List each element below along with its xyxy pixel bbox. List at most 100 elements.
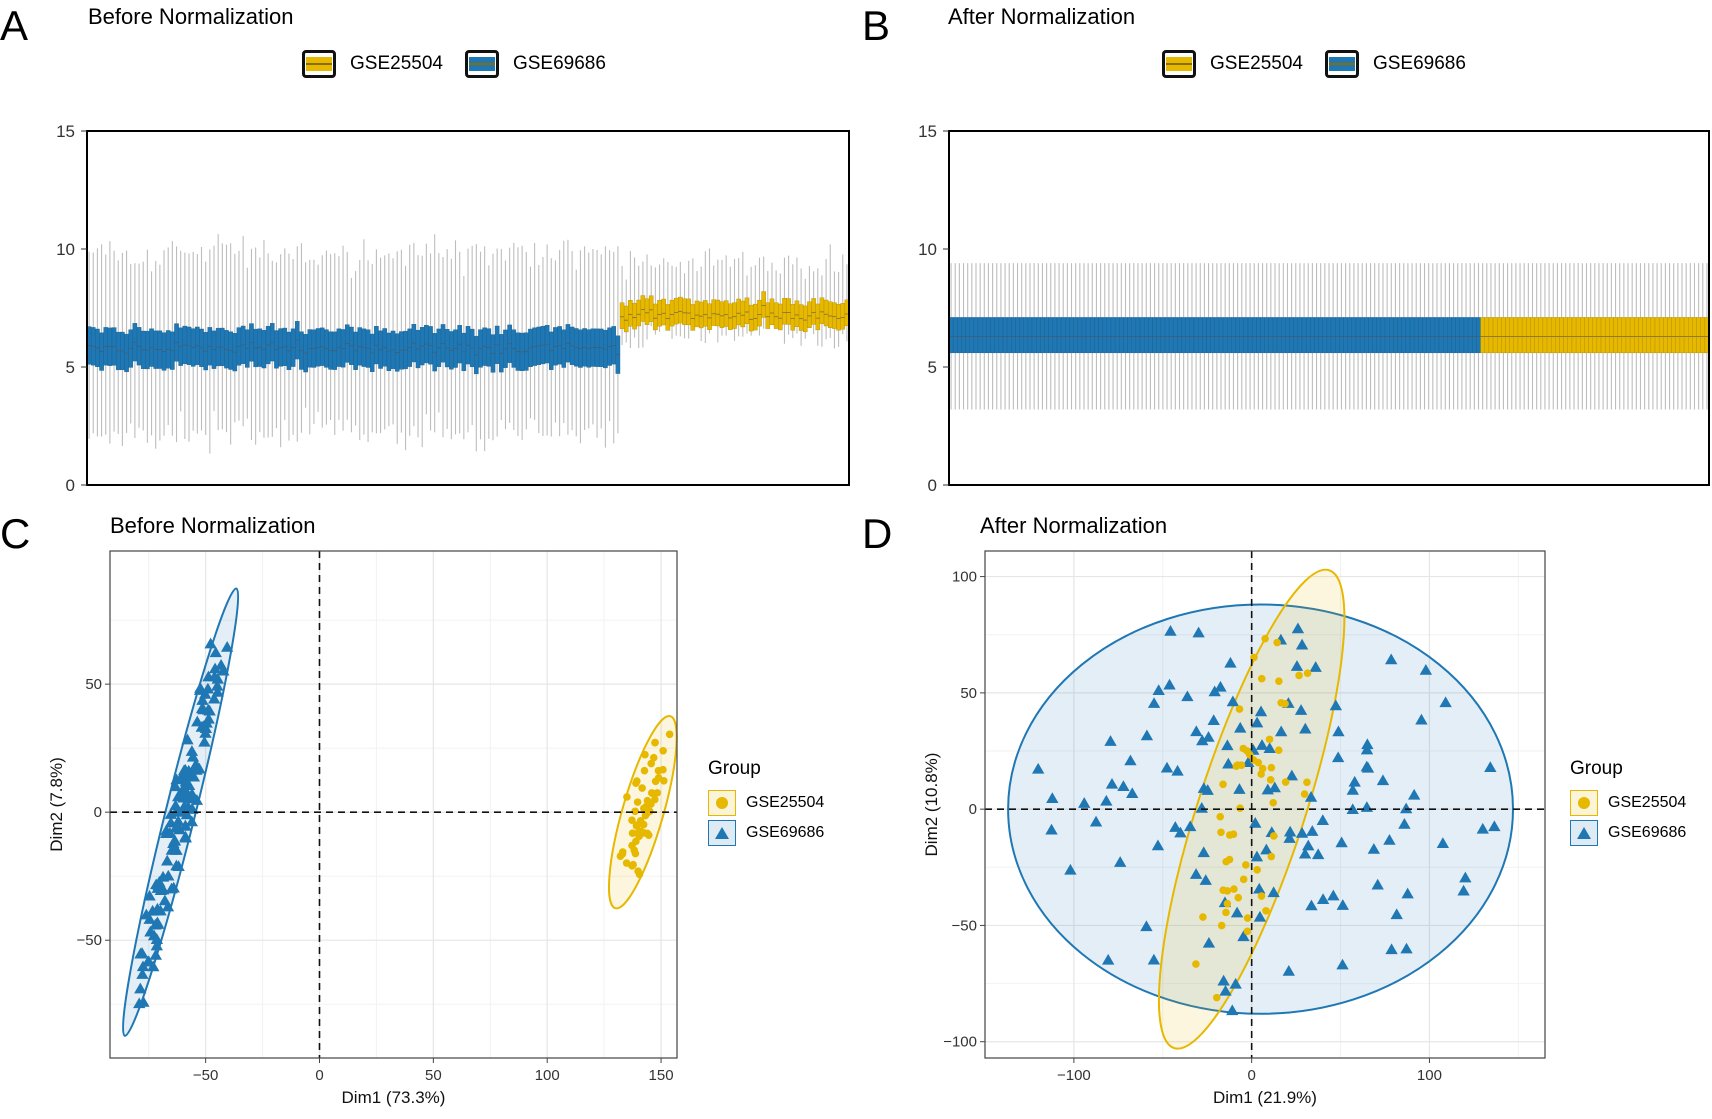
box — [1463, 317, 1469, 354]
box — [1688, 317, 1693, 354]
box — [1222, 317, 1228, 354]
point-gse69686 — [1457, 884, 1470, 896]
box — [1173, 317, 1178, 354]
point-gse69686 — [140, 908, 153, 920]
y-tick-label: 15 — [918, 122, 937, 141]
point-gse69686 — [137, 995, 150, 1007]
point-gse69686 — [1327, 889, 1340, 901]
box — [1679, 317, 1685, 354]
box — [811, 298, 816, 325]
box — [757, 299, 762, 327]
point-gse69686 — [1208, 685, 1221, 697]
point-gse69686 — [186, 750, 200, 762]
point-gse25504 — [1257, 892, 1266, 900]
point-gse69686 — [1181, 690, 1194, 702]
box — [1027, 317, 1033, 354]
box — [1023, 317, 1029, 354]
y-tick-label: 0 — [969, 801, 977, 818]
box — [1667, 317, 1672, 354]
point-gse69686 — [150, 939, 164, 951]
group-legend-title: Group — [708, 758, 761, 779]
box — [632, 302, 637, 330]
box — [728, 303, 733, 330]
point-gse25504 — [1243, 914, 1252, 922]
box — [1110, 317, 1116, 354]
box — [657, 300, 662, 327]
group-legend-label-gse69686: GSE69686 — [746, 824, 825, 841]
y-tick-label: 50 — [85, 676, 102, 693]
box — [957, 317, 962, 354]
box — [1218, 317, 1224, 354]
box — [1447, 317, 1452, 354]
box — [819, 297, 825, 324]
point-gse69686 — [1390, 908, 1403, 920]
plot-frame — [86, 130, 850, 486]
point-gse69686 — [1415, 713, 1428, 725]
point-gse69686 — [163, 826, 177, 838]
point-gse69686 — [1282, 965, 1295, 976]
box — [719, 301, 725, 328]
box — [1492, 317, 1498, 354]
point-gse69686 — [1152, 684, 1165, 695]
point-gse69686 — [1348, 775, 1361, 787]
box — [1617, 317, 1622, 354]
box — [1521, 317, 1527, 354]
point-gse25504 — [1262, 907, 1270, 915]
point-gse69686 — [1201, 784, 1214, 795]
box — [1550, 317, 1556, 354]
box — [1600, 317, 1606, 354]
point-gse69686 — [1151, 839, 1165, 851]
box — [1634, 317, 1639, 354]
point-gse25504 — [630, 846, 639, 855]
point-gse25504 — [1217, 921, 1226, 930]
point-gse69686 — [136, 968, 149, 979]
box — [715, 299, 721, 327]
box — [1239, 317, 1245, 354]
box — [1563, 317, 1568, 354]
legend-key-gse69686-icon — [464, 50, 499, 78]
box — [1505, 317, 1510, 354]
point-gse69686 — [1283, 832, 1296, 843]
box — [1314, 317, 1319, 354]
point-gse69686 — [1221, 739, 1234, 751]
box — [673, 297, 679, 325]
point-gse25504 — [1253, 866, 1261, 874]
point-gse25504 — [1230, 885, 1238, 893]
point-gse69686 — [1124, 754, 1137, 766]
box — [1646, 317, 1652, 354]
box — [1214, 317, 1220, 354]
point-gse69686 — [220, 641, 234, 652]
y-axis-title: Dim2 (10.8%) — [922, 753, 941, 857]
box — [1405, 317, 1411, 354]
box — [1260, 317, 1265, 354]
legend-label-gse69686: GSE69686 — [512, 53, 606, 74]
point-gse25504 — [1217, 828, 1225, 837]
x-tick-label: 0 — [315, 1067, 323, 1084]
point-gse69686 — [1147, 953, 1161, 965]
point-gse69686 — [1361, 761, 1375, 773]
point-gse69686 — [1192, 626, 1205, 638]
point-gse69686 — [1260, 843, 1273, 855]
point-gse25504 — [633, 777, 641, 785]
point-gse25504 — [649, 789, 658, 798]
point-gse69686 — [1371, 878, 1384, 890]
point-gse25504 — [1222, 857, 1230, 866]
x-tick-label: −100 — [1057, 1067, 1091, 1084]
point-gse69686 — [1234, 721, 1247, 733]
point-gse25504 — [1232, 762, 1241, 770]
point-gse25504 — [651, 795, 659, 804]
box — [807, 301, 812, 328]
point-gse69686 — [1184, 820, 1197, 832]
point-gse69686 — [1316, 814, 1329, 825]
point-gse69686 — [177, 791, 190, 803]
box — [761, 291, 766, 318]
point-gse69686 — [1163, 678, 1176, 690]
box — [994, 317, 1000, 354]
point-gse69686 — [1249, 817, 1262, 828]
box — [644, 298, 650, 325]
box — [1538, 317, 1544, 354]
point-gse69686 — [1226, 695, 1240, 707]
point-gse25504 — [1303, 778, 1311, 787]
y-tick-label: 0 — [928, 476, 937, 495]
point-gse25504 — [633, 798, 642, 806]
